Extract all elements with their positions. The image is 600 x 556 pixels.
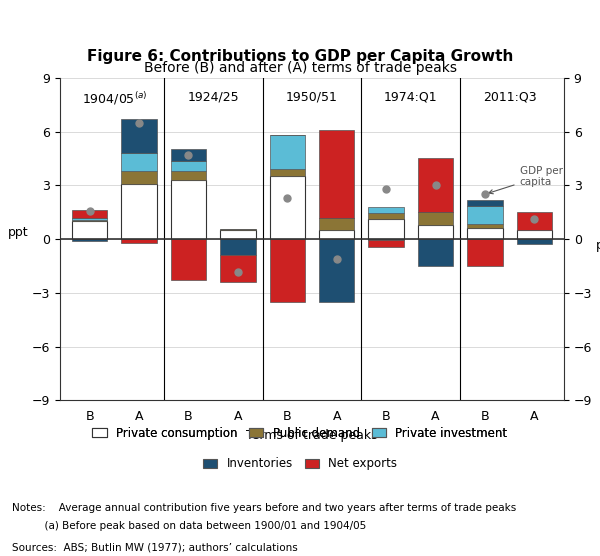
Bar <box>319 239 355 302</box>
Bar <box>467 229 503 239</box>
Bar <box>220 230 256 239</box>
Bar <box>517 212 552 230</box>
Bar <box>319 230 355 239</box>
Text: 1950/51: 1950/51 <box>286 91 338 103</box>
Bar <box>72 221 107 239</box>
Text: Sources:  ABS; Butlin MW (1977); authors’ calculations: Sources: ABS; Butlin MW (1977); authors’… <box>12 542 298 552</box>
Bar <box>220 229 256 230</box>
Bar <box>121 119 157 153</box>
Bar <box>319 130 355 217</box>
Bar <box>121 153 157 171</box>
Text: Notes:    Average annual contribution five years before and two years after term: Notes: Average annual contribution five … <box>12 503 516 513</box>
Text: (a) Before peak based on data between 1900/01 and 1904/05: (a) Before peak based on data between 19… <box>12 521 366 531</box>
Bar <box>121 183 157 239</box>
Bar <box>368 240 404 247</box>
Bar <box>517 230 552 239</box>
Bar <box>170 180 206 239</box>
Bar <box>72 220 107 221</box>
Bar <box>467 239 503 266</box>
Bar <box>170 148 206 161</box>
Bar <box>467 200 503 206</box>
Bar <box>269 169 305 176</box>
Bar <box>121 239 157 242</box>
Legend: Private consumption, Public demand, Private investment: Private consumption, Public demand, Priv… <box>88 422 512 444</box>
Bar <box>517 239 552 244</box>
Bar <box>467 224 503 229</box>
Bar <box>418 239 454 266</box>
Bar <box>72 210 107 219</box>
Bar <box>72 239 107 241</box>
Bar <box>220 239 256 255</box>
Text: 1924/25: 1924/25 <box>187 91 239 103</box>
Bar <box>368 220 404 239</box>
Text: 2011:Q3: 2011:Q3 <box>483 91 536 103</box>
X-axis label: Terms of trade peaks: Terms of trade peaks <box>246 429 378 441</box>
Y-axis label: ppt: ppt <box>596 239 600 252</box>
Bar <box>368 213 404 220</box>
Bar <box>418 212 454 225</box>
Bar <box>319 217 355 230</box>
Y-axis label: ppt: ppt <box>8 226 28 239</box>
Bar <box>220 255 256 282</box>
Bar <box>467 206 503 224</box>
Bar <box>269 135 305 169</box>
Bar <box>418 158 454 212</box>
Bar <box>170 239 206 280</box>
Bar <box>368 207 404 213</box>
Text: GDP per
capita: GDP per capita <box>489 166 563 194</box>
Bar <box>121 171 157 183</box>
Bar <box>170 161 206 171</box>
Bar <box>72 219 107 220</box>
Text: 1904/05$^{(a)}$: 1904/05$^{(a)}$ <box>82 91 147 107</box>
Legend: Inventories, Net exports: Inventories, Net exports <box>198 453 402 475</box>
Bar <box>170 171 206 180</box>
Bar <box>368 239 404 240</box>
Text: Figure 6: Contributions to GDP per Capita Growth: Figure 6: Contributions to GDP per Capit… <box>87 49 513 64</box>
Bar <box>269 176 305 239</box>
Text: Before (B) and after (A) terms of trade peaks: Before (B) and after (A) terms of trade … <box>143 61 457 75</box>
Text: 1974:Q1: 1974:Q1 <box>384 91 437 103</box>
Bar <box>269 239 305 302</box>
Bar <box>418 225 454 239</box>
